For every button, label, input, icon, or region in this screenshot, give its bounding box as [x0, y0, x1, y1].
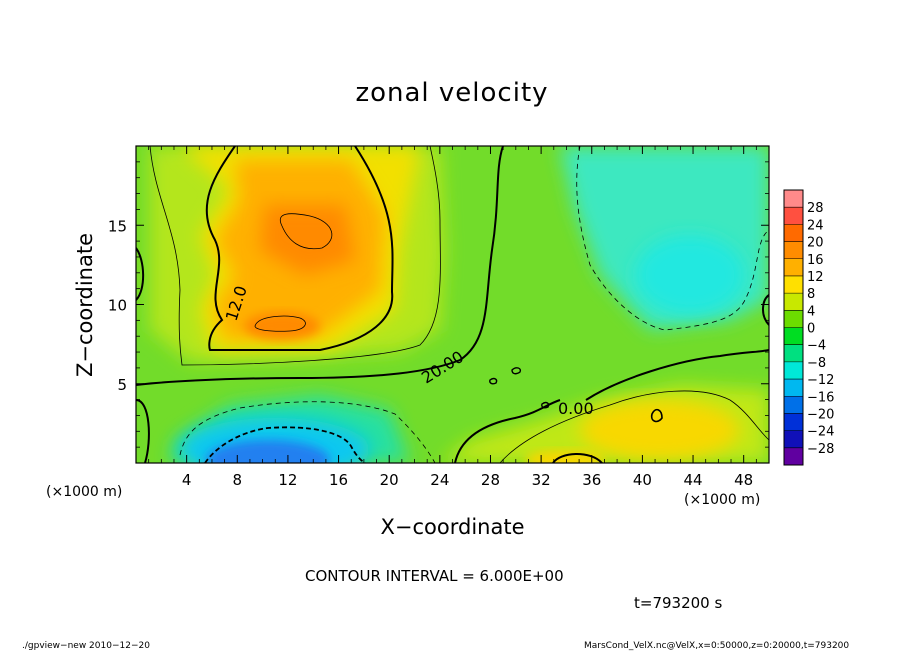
x-axis-label: X−coordinate — [380, 515, 525, 539]
colorbar-label: 24 — [807, 218, 824, 233]
colorbar-label: −20 — [807, 407, 834, 422]
contour-zero-bottom-mid — [552, 453, 603, 463]
colorbar-segment — [784, 190, 803, 208]
contour-lines — [136, 146, 769, 463]
x-tick-label: 40 — [633, 471, 652, 489]
plot-area — [136, 146, 769, 463]
y-tick-label: 5 — [117, 376, 127, 394]
colorbar-segment — [784, 396, 803, 414]
contour-zero-left — [136, 146, 504, 386]
contour-small-island-3 — [489, 377, 498, 385]
colorbar-segment — [784, 258, 803, 277]
positive-core-upper — [260, 205, 355, 275]
colorbar-label: 0 — [807, 322, 815, 337]
colorbar-segment — [784, 275, 803, 294]
contour-zero-left-edge — [136, 247, 145, 301]
colorbar-label: −4 — [807, 339, 826, 354]
colorbar-label: 28 — [807, 201, 824, 216]
x-tick-label: 24 — [430, 471, 449, 489]
positive-core-lower-mid — [525, 450, 605, 463]
contour-zero-bottom-left — [136, 399, 150, 463]
colorbar-label: −16 — [807, 390, 834, 405]
contour-thick-upper — [205, 146, 394, 351]
colorbar: 28 24 20 16 12 8 4 0 −4 −8 −12 −16 −20 −24 −28 — [783, 189, 834, 466]
x-tick-label: 16 — [329, 471, 348, 489]
contour-label-0: 0.00 — [558, 399, 594, 418]
x-tick-label: 36 — [582, 471, 601, 489]
x-tick-label: 32 — [532, 471, 551, 489]
contour-small-island — [650, 408, 663, 423]
x-tick-label: 4 — [182, 471, 192, 489]
x-tick-label: 8 — [233, 471, 243, 489]
colorbar-label: −24 — [807, 425, 834, 440]
colorbar-label: −12 — [807, 373, 834, 388]
contour-positive-lower-right — [499, 390, 769, 463]
x-tick-label: 44 — [683, 471, 702, 489]
colorbar-label: 4 — [807, 304, 815, 319]
colorbar-segment — [784, 447, 803, 466]
colorbar-segment — [784, 224, 803, 243]
colorbar-label: 8 — [807, 287, 815, 302]
contour-small-island-2 — [511, 367, 522, 375]
contour-small-island-4 — [541, 401, 550, 409]
x-tick-label: 48 — [734, 471, 753, 489]
colorbar-label: 20 — [807, 236, 824, 251]
contour-zero-lower-right — [454, 399, 561, 463]
x-unit-label-left: (×1000 m) — [46, 484, 123, 500]
x-unit-label-right: (×1000 m) — [684, 492, 761, 508]
colorbar-segment — [784, 327, 803, 346]
x-tick-label: 28 — [481, 471, 500, 489]
x-tick-label: 20 — [380, 471, 399, 489]
contour-thin-outer — [149, 146, 441, 366]
colorbar-label: 12 — [807, 270, 824, 285]
y-axis: 5 10 15 — [108, 161, 769, 448]
contour-interval-text: CONTOUR INTERVAL = 6.000E+00 — [305, 567, 564, 585]
footer-right-text: MarsCond_VelX.nc@VelX,x=0:50000,z=0:2000… — [584, 641, 850, 651]
y-tick-label: 15 — [108, 217, 127, 235]
contour-zero-right — [585, 349, 769, 401]
colorbar-segment — [784, 430, 803, 449]
footer-left-text: ./gpview−new 2010−12−20 — [22, 641, 150, 651]
colorbar-segment — [784, 310, 803, 328]
contour-negative-lower-outer — [179, 401, 436, 463]
contour-thin-lower-inner — [254, 315, 306, 332]
colorbar-segment — [784, 413, 803, 432]
colorbar-label: −28 — [807, 442, 834, 457]
colorbar-segment — [784, 379, 803, 397]
colorbar-segment — [784, 293, 803, 311]
y-axis-label: Z−coordinate — [73, 233, 97, 377]
colorbar-segment — [784, 207, 803, 225]
colorbar-label: −8 — [807, 356, 826, 371]
contour-right-edge-thick — [762, 294, 769, 326]
chart-title: zonal velocity — [355, 78, 549, 108]
y-tick-label: 10 — [108, 297, 127, 315]
positive-core-lower-right — [580, 400, 740, 460]
contour-negative-lower-inner — [204, 426, 366, 463]
colorbar-segment — [784, 241, 803, 260]
contour-negative-upper-right — [576, 146, 769, 331]
x-tick-label: 12 — [278, 471, 297, 489]
negative-core-cyan — [635, 235, 745, 315]
contour-thin-upper-inner — [279, 213, 333, 250]
colorbar-segment — [784, 361, 803, 380]
colorbar-label: 16 — [807, 253, 824, 268]
x-axis: 4 8 12 16 20 24 28 32 36 40 44 48 — [148, 146, 757, 489]
time-label: t=793200 s — [634, 594, 723, 612]
colorbar-segment — [784, 344, 803, 363]
